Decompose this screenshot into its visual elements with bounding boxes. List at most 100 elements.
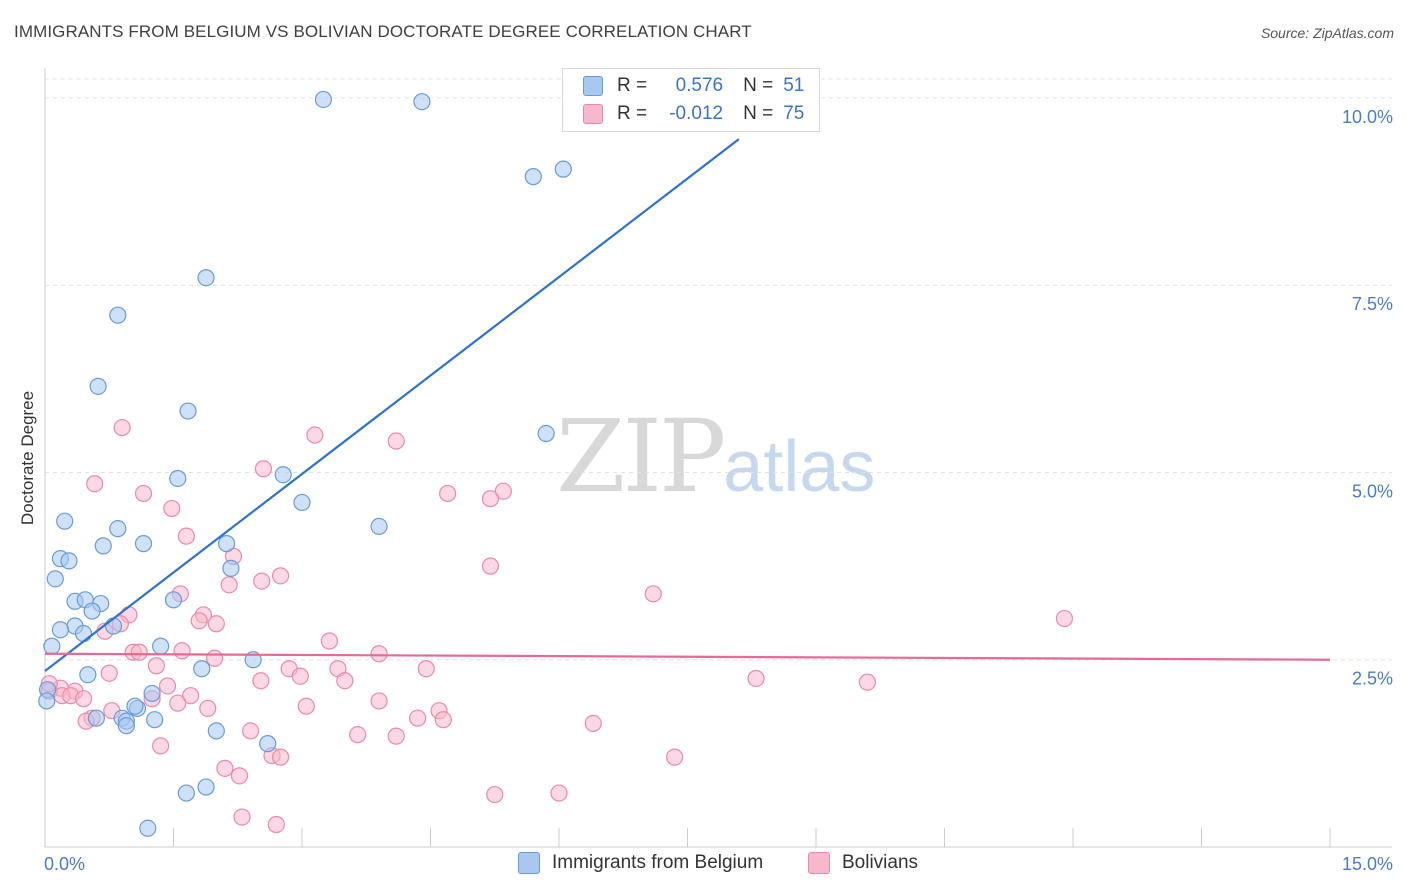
bolivians-point <box>134 484 153 503</box>
bolivians-point <box>190 612 208 630</box>
bolivians-point <box>291 667 309 685</box>
belgium-point <box>126 697 144 715</box>
belgium-point <box>177 784 195 802</box>
bolivians-point <box>387 727 405 745</box>
belgium-point <box>46 570 64 588</box>
bolivians-trend-line <box>44 652 1331 661</box>
belgium-point <box>152 637 170 655</box>
bottom-legend-swatch-belgium <box>518 852 540 874</box>
bolivians-point <box>216 759 234 777</box>
belgium-point <box>109 306 127 324</box>
bolivians-point <box>177 527 195 545</box>
bolivians-point <box>206 649 224 667</box>
y-tick-label: 5.0% <box>1352 481 1393 501</box>
belgium-point <box>197 269 215 287</box>
bottom-legend-label-belgium: Immigrants from Belgium <box>552 852 764 873</box>
bolivians-point <box>644 585 662 603</box>
bolivians-point <box>494 482 512 500</box>
belgium-point <box>554 160 572 178</box>
belgium-point <box>413 93 431 111</box>
legend-n-label: N = <box>743 75 774 96</box>
bolivians-point <box>182 687 200 705</box>
belgium-point <box>83 602 101 620</box>
belgium-trend-line <box>44 138 740 672</box>
bolivians-point <box>254 460 273 478</box>
bolivians-point <box>666 748 684 766</box>
belgium-point <box>143 684 161 703</box>
belgium-point <box>370 517 388 536</box>
bolivians-point <box>387 432 405 450</box>
legend-r-value-belgium: 0.576 <box>675 75 724 96</box>
legend-r-label: R = <box>617 103 648 124</box>
bolivians-point <box>267 815 285 834</box>
belgium-point <box>524 168 542 186</box>
belgium-point <box>222 559 240 577</box>
bolivians-point <box>86 475 104 493</box>
belgium-point <box>274 466 292 484</box>
legend-r-label: R = <box>617 75 648 96</box>
bolivians-point <box>434 711 452 729</box>
belgium-point <box>193 660 211 678</box>
bolivians-point <box>320 632 339 650</box>
bolivians-point <box>74 690 93 708</box>
legend-row-belgium: R = 0.576 N = 51 <box>583 74 804 98</box>
belgium-point <box>60 552 78 570</box>
belgium-point <box>197 778 215 796</box>
bolivians-point <box>169 694 187 712</box>
chart-title: IMMIGRANTS FROM BELGIUM VS BOLIVIAN DOCT… <box>14 22 752 41</box>
bottom-legend-belgium[interactable]: Immigrants from Belgium <box>518 852 763 874</box>
belgium-point <box>259 735 277 753</box>
belgium-point <box>179 402 197 420</box>
bolivians-point <box>486 785 504 804</box>
legend-swatch-belgium <box>583 76 603 96</box>
bolivians-point <box>152 737 170 755</box>
belgium-point <box>51 621 70 639</box>
bolivians-point <box>242 722 260 740</box>
belgium-point <box>43 637 61 655</box>
belgium-point <box>87 709 106 727</box>
bolivians-point <box>481 557 500 575</box>
belgium-point <box>104 617 123 635</box>
belgium-point <box>537 424 555 443</box>
bolivians-point <box>220 576 238 594</box>
belgium-point <box>164 591 183 609</box>
legend-n-label: N = <box>743 103 774 124</box>
bolivians-point <box>336 672 354 690</box>
bolivians-point <box>271 567 290 585</box>
bottom-legend-label-bolivians: Bolivians <box>842 852 919 873</box>
y-axis-title: Doctorate Degree <box>18 391 37 525</box>
belgium-point <box>218 535 236 553</box>
bolivians-point <box>100 664 118 682</box>
bolivians-point <box>173 642 191 660</box>
bolivians-point <box>349 726 367 744</box>
y-tick-label: 2.5% <box>1352 669 1393 689</box>
belgium-point <box>139 819 157 837</box>
bottom-legend-bolivians[interactable]: Bolivians <box>808 852 918 874</box>
watermark-zip: ZIP <box>556 398 726 515</box>
belgium-point <box>146 711 164 729</box>
belgium-point <box>56 512 74 530</box>
x-tick-label-max: 15.0% <box>1342 854 1393 874</box>
bolivians-point <box>584 714 602 733</box>
bolivians-point <box>370 645 388 663</box>
belgium-point <box>38 692 56 710</box>
bolivians-point <box>207 615 225 633</box>
belgium-point <box>134 535 153 553</box>
bolivians-point <box>271 748 290 766</box>
legend-n-value-belgium: 51 <box>783 75 805 96</box>
bolivians-point <box>481 490 500 508</box>
belgium-point <box>117 717 135 735</box>
bolivians-point <box>409 709 427 727</box>
legend-swatch-bolivians <box>583 104 603 124</box>
watermark: ZIPatlas <box>556 398 875 515</box>
correlation-legend: R = 0.576 N = 51 R = -0.012 N = 75 <box>562 68 820 132</box>
bolivians-point <box>858 673 877 691</box>
belgium-point <box>207 722 225 740</box>
x-tick-label-min: 0.0% <box>44 854 85 874</box>
bolivians-point <box>113 418 131 437</box>
bolivians-point <box>747 669 765 688</box>
bolivians-point <box>130 643 148 661</box>
bolivians-point <box>233 808 251 826</box>
belgium-point <box>74 624 93 643</box>
belgium-point <box>89 377 107 395</box>
